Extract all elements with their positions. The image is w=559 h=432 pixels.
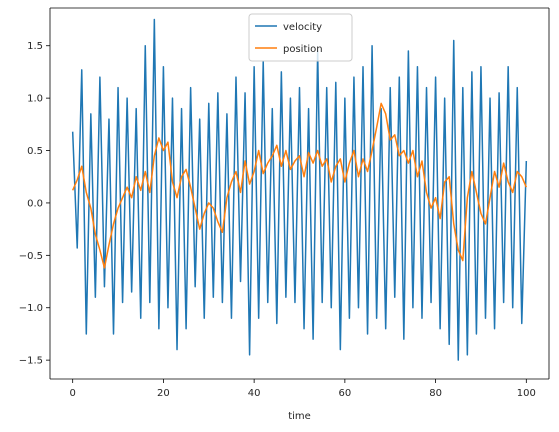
series-line-position [71, 102, 528, 269]
y-tick-label: −0.5 [19, 251, 43, 262]
x-ticks: 0 20 40 60 80 100 [69, 379, 536, 399]
x-axis-label: time [288, 411, 311, 422]
series-layer [71, 18, 528, 361]
legend: velocity position [248, 13, 353, 62]
legend-label-velocity: velocity [283, 22, 322, 33]
x-tick-label: 20 [157, 388, 170, 399]
y-tick-label: −1.5 [19, 356, 43, 367]
x-tick-label: 60 [338, 388, 351, 399]
x-tick-label: 0 [69, 388, 75, 399]
y-tick-label: −1.0 [19, 303, 43, 314]
series-line-velocity [71, 18, 528, 361]
y-tick-label: 1.5 [27, 41, 43, 52]
x-tick-label: 100 [517, 388, 536, 399]
x-tick-label: 80 [429, 388, 442, 399]
y-tick-label: 1.0 [27, 94, 43, 105]
y-tick-label: 0.5 [27, 146, 43, 157]
legend-label-position: position [283, 44, 323, 55]
y-ticks: −1.5 −1.0 −0.5 0.0 0.5 1.0 1.5 [19, 41, 50, 367]
x-tick-label: 40 [248, 388, 261, 399]
axes-layer [49, 7, 550, 380]
y-tick-label: 0.0 [27, 198, 43, 209]
